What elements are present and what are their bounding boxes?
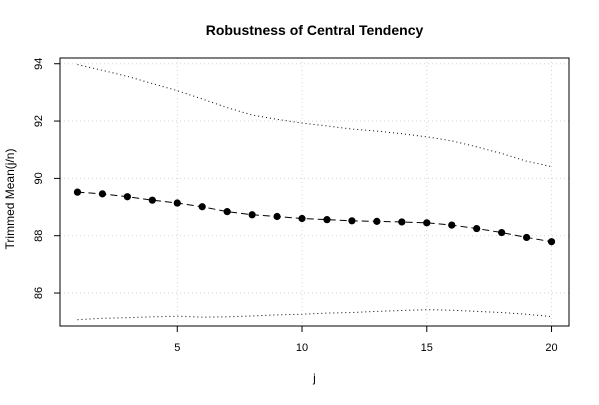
data-point bbox=[273, 212, 281, 221]
axis-layer: 5 10 15 20 86 88 90 92 94 bbox=[33, 58, 558, 354]
y-tick-label: 92 bbox=[33, 115, 45, 127]
series-line-1 bbox=[77, 191, 552, 243]
data-point bbox=[522, 233, 531, 242]
x-tick-label: 15 bbox=[421, 342, 433, 354]
y-tick-label: 94 bbox=[33, 58, 45, 70]
data-point bbox=[148, 196, 156, 204]
x-axis-label: j bbox=[312, 371, 316, 385]
data-point bbox=[248, 211, 256, 219]
data-point bbox=[498, 228, 506, 237]
data-point bbox=[223, 208, 231, 216]
data-point bbox=[98, 190, 107, 198]
data-point bbox=[398, 218, 406, 226]
data-point bbox=[348, 217, 356, 225]
y-axis-label: Trimmed Mean(j/n) bbox=[3, 149, 17, 250]
data-point bbox=[173, 199, 181, 207]
data-point bbox=[547, 238, 556, 246]
data-point bbox=[123, 193, 131, 201]
y-tick-label: 90 bbox=[33, 172, 45, 184]
chart-title: Robustness of Central Tendency bbox=[206, 22, 424, 38]
data-point bbox=[198, 203, 206, 211]
plot-frame bbox=[59, 57, 570, 327]
y-tick-label: 88 bbox=[33, 230, 45, 242]
y-tick-label: 86 bbox=[33, 287, 45, 299]
series-line-3 bbox=[77, 309, 552, 321]
x-tick-label: 5 bbox=[174, 342, 180, 354]
series-line-2 bbox=[77, 64, 552, 168]
data-point bbox=[423, 219, 431, 227]
grid-layer bbox=[60, 58, 569, 326]
series-layer bbox=[73, 64, 556, 321]
data-point bbox=[448, 221, 456, 229]
x-tick-label: 20 bbox=[545, 342, 557, 354]
data-point bbox=[298, 214, 306, 223]
data-point bbox=[323, 216, 331, 224]
x-tick-label: 10 bbox=[296, 342, 308, 354]
data-point bbox=[73, 188, 82, 196]
data-point bbox=[373, 217, 381, 225]
data-point bbox=[473, 224, 481, 233]
